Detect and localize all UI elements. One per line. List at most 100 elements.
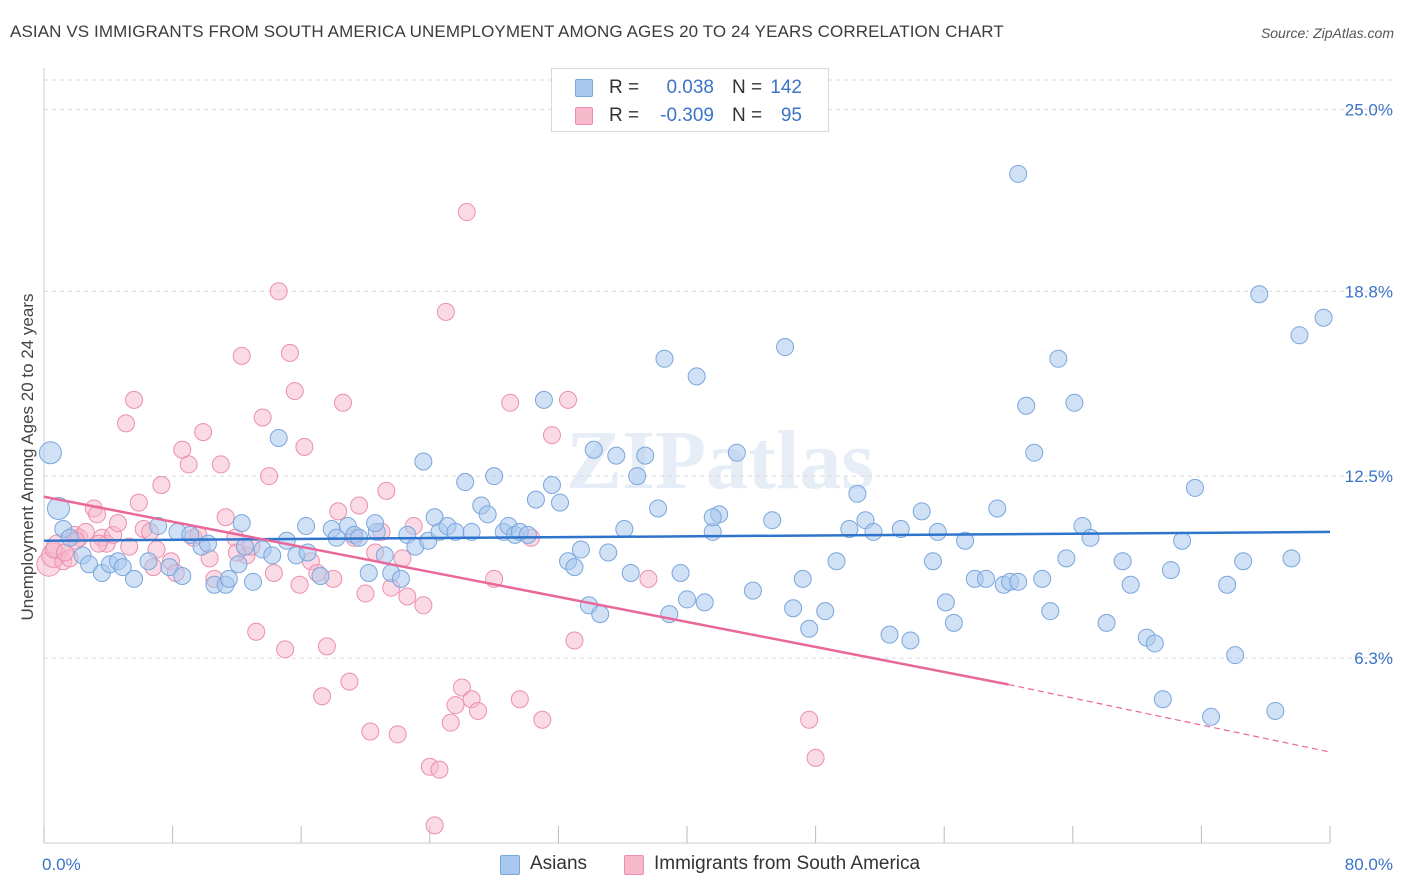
asian-point (864, 522, 883, 541)
asian-point (988, 499, 1007, 518)
r-value: 0.038 (666, 77, 714, 98)
asian-point (671, 564, 690, 583)
n-value: 142 (770, 77, 802, 98)
y-tick-label: 18.8% (1345, 282, 1393, 301)
immigrant-point (125, 390, 144, 409)
immigrants-trend-line (43, 495, 1009, 686)
immigrant-point (290, 575, 309, 594)
asian-point (703, 508, 722, 527)
y-tick-label: 12.5% (1345, 467, 1393, 486)
asian-point (678, 590, 696, 609)
asian-point (551, 493, 570, 512)
asian-point (1081, 528, 1100, 547)
asian-point (173, 566, 192, 585)
immigrant-point (377, 481, 396, 500)
asian-point (1234, 552, 1253, 571)
immigrant-point (264, 564, 283, 583)
stats-row-asians: R = 0.038 N = 142 (552, 73, 828, 101)
asian-point (125, 569, 144, 588)
immigrant-point (280, 343, 299, 362)
immigrant-point (457, 203, 476, 222)
immigrant-point (441, 713, 460, 732)
immigrant-point (129, 493, 148, 512)
asian-point (687, 367, 706, 386)
asian-point (944, 613, 963, 632)
y-axis-label: Unemployment Among Ages 20 to 24 years (18, 294, 37, 621)
immigrant-point (216, 508, 235, 527)
immigrant-point (425, 816, 444, 835)
asian-point (38, 441, 62, 465)
asian-point (649, 499, 668, 518)
r-label: R = (609, 105, 640, 126)
asian-point (636, 446, 655, 465)
immigrant-point (276, 640, 295, 659)
asian-point (1049, 349, 1068, 368)
asian-point (1153, 690, 1172, 709)
asian-point (1057, 549, 1076, 568)
stats-box: R = 0.038 N = 142 R = -0.309 N = 95 (551, 68, 829, 132)
tick-labels: 6.3% 12.5% 18.8% 25.0% 0.0% 80.0% (42, 100, 1393, 874)
legend-label-immigrants: Immigrants from South America (654, 853, 921, 874)
asian-point (800, 619, 819, 638)
immigrant-point (295, 437, 314, 456)
x-tick-label: 0.0% (42, 855, 81, 874)
asian-point (763, 511, 782, 530)
immigrant-point (194, 423, 213, 442)
immigrant-point (565, 631, 584, 650)
immigrant-point (350, 496, 369, 515)
asian-point (518, 525, 537, 544)
immigrant-point (232, 346, 251, 365)
asian-point (485, 467, 504, 486)
asian-point (139, 552, 158, 571)
immigrant-point (806, 748, 825, 767)
asian-point (727, 443, 746, 462)
immigrant-point (333, 393, 352, 412)
n-label: N = (732, 105, 763, 126)
asian-point (46, 496, 70, 520)
legend: Asians Immigrants from South America (0, 852, 1406, 878)
asian-point (359, 564, 378, 583)
asian-point (1009, 572, 1028, 591)
n-label: N = (732, 77, 763, 98)
asian-point (1202, 707, 1221, 726)
asian-point (391, 569, 410, 588)
immigrant-point (510, 690, 529, 709)
asian-point (976, 569, 995, 588)
immigrant-point (313, 687, 332, 706)
asian-point (198, 534, 217, 553)
asian-point (840, 519, 859, 538)
asian-point (80, 555, 99, 574)
asian-point (599, 543, 618, 562)
asian-point (160, 558, 179, 577)
asian-point (462, 522, 481, 541)
immigrants-trend-extension (1008, 683, 1331, 753)
immigrant-point (446, 696, 465, 715)
immigrant-point (542, 426, 561, 445)
asian-point (1218, 575, 1237, 594)
asian-point (827, 552, 846, 571)
immigrant-point (501, 393, 520, 412)
immigrants-legend-swatch (624, 855, 644, 875)
asian-point (928, 522, 947, 541)
asian-point (277, 531, 296, 550)
asian-point (1185, 478, 1204, 497)
y-tick-label: 25.0% (1345, 100, 1393, 119)
r-value: -0.309 (660, 105, 714, 126)
asian-point (478, 505, 497, 524)
asian-point (269, 429, 288, 448)
asian-point (1161, 561, 1180, 580)
immigrant-point (253, 408, 272, 427)
asian-point (1145, 634, 1164, 653)
immigrant-point (469, 701, 488, 720)
asian-point (936, 593, 955, 612)
immigrant-point (436, 302, 455, 321)
immigrant-point (89, 534, 108, 553)
asian-point (784, 599, 803, 618)
n-value: 95 (780, 105, 802, 126)
asian-point (311, 566, 330, 585)
asian-point (1033, 569, 1052, 588)
asian-point (628, 467, 647, 486)
immigrant-point (361, 722, 380, 741)
immigrant-point (414, 596, 433, 615)
